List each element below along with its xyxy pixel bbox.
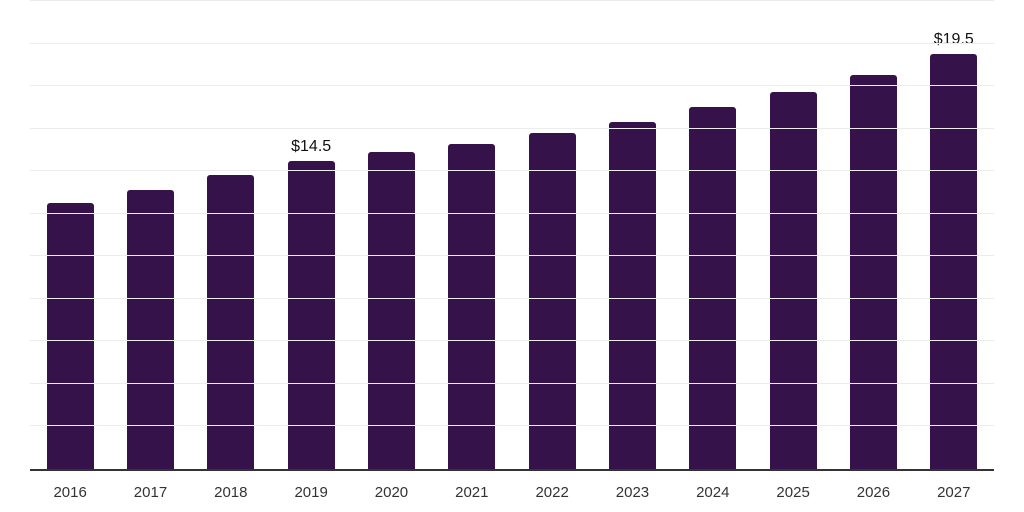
x-tick-2016: 2016: [53, 484, 87, 501]
gridline: [30, 255, 994, 257]
x-tick-2020: 2020: [374, 484, 409, 501]
gridline: [30, 340, 994, 342]
bar-value-label: $19.5: [933, 31, 974, 49]
gridline: [30, 42, 994, 44]
bar-slot: [30, 1, 110, 469]
bars-container: $14.5 $19.5: [30, 1, 994, 469]
bar-2024: [689, 107, 737, 469]
bar-2021: [448, 143, 496, 469]
gridline: [30, 297, 994, 299]
x-tick-2023: 2023: [615, 484, 650, 501]
bar-slot: [512, 1, 592, 469]
x-tick-2018: 2018: [214, 484, 248, 501]
x-tick-2027: 2027: [937, 484, 971, 501]
bar-slot: [673, 1, 753, 469]
bar-slot: [351, 1, 431, 469]
x-tick-2021: 2021: [455, 484, 489, 501]
bar-value-label: $14.5: [291, 137, 332, 155]
bar-2020: [367, 152, 415, 469]
plot-area: $14.5 $19.5: [30, 0, 994, 471]
bar-slot: $14.5: [271, 1, 351, 469]
x-tick-2017: 2017: [133, 484, 168, 501]
gridline: [30, 212, 994, 214]
gridline: [30, 85, 994, 87]
bar-2026: [849, 75, 897, 469]
x-tick-2025: 2025: [776, 484, 810, 501]
x-tick-2026: 2026: [856, 484, 891, 501]
bar-2018: [207, 175, 255, 469]
gridline: [30, 0, 994, 1]
x-axis-labels: 2016 2017 2018 2019 2020 2021 2022 2023 2024 2025…: [30, 484, 994, 501]
bar-2027: $19.5: [930, 31, 978, 469]
bar-2019: $14.5: [287, 138, 335, 469]
bar-2025: [769, 92, 817, 469]
bar-2016: [46, 203, 94, 469]
bar-slot: $19.5: [914, 1, 994, 469]
bar-slot: [833, 1, 913, 469]
bar-2017: [126, 190, 174, 469]
bar-2022: [528, 132, 576, 469]
gridline: [30, 127, 994, 129]
bar-2023: [608, 122, 656, 469]
bar-slot: [432, 1, 512, 469]
gridline: [30, 382, 994, 384]
bar-slot: [191, 1, 271, 469]
bar-slot: [592, 1, 672, 469]
x-tick-2022: 2022: [535, 484, 569, 501]
bar-slot: [110, 1, 190, 469]
x-tick-2024: 2024: [696, 484, 730, 501]
x-tick-2019: 2019: [294, 484, 328, 501]
gridline: [30, 425, 994, 427]
bar-slot: [753, 1, 833, 469]
gridline: [30, 170, 994, 172]
